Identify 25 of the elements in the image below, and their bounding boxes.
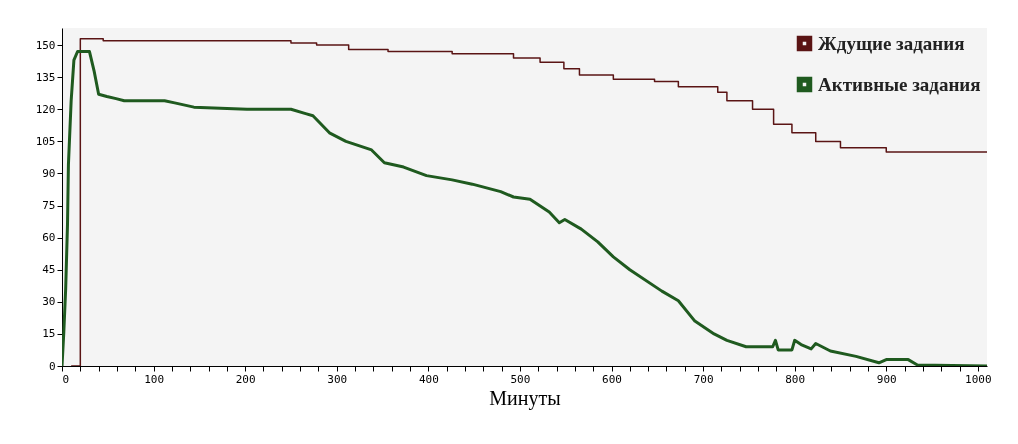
y-tick-label: 0 [48, 359, 56, 373]
x-tick-label: 200 [235, 372, 256, 386]
y-tick-label: 105 [35, 134, 56, 148]
x-axis-title: Минуты [489, 386, 561, 410]
x-tick-label: 0 [62, 372, 70, 386]
x-tick-label: 700 [693, 372, 714, 386]
x-tick-label: 900 [876, 372, 897, 386]
y-tick-label: 75 [42, 199, 56, 213]
x-tick-label: 600 [602, 372, 622, 386]
x-tick-label: 1000 [965, 372, 992, 386]
x-tick-label: 100 [144, 372, 165, 386]
y-tick-label: 120 [35, 102, 56, 116]
y-tick-label: 45 [42, 263, 56, 277]
x-tick-label: 500 [510, 372, 531, 386]
y-tick-label: 15 [42, 327, 56, 341]
x-tick-label: 300 [327, 372, 348, 386]
y-tick-label: 60 [42, 231, 56, 245]
x-tick-label: 400 [418, 372, 439, 386]
y-tick-label: 135 [35, 70, 56, 84]
legend-label: Ждущие задания [818, 32, 965, 54]
y-tick-label: 30 [42, 295, 56, 309]
legend-label: Активные задания [818, 73, 981, 95]
x-tick-label: 800 [785, 372, 806, 386]
y-tick-label: 150 [35, 38, 56, 52]
y-tick-label: 90 [42, 166, 56, 180]
